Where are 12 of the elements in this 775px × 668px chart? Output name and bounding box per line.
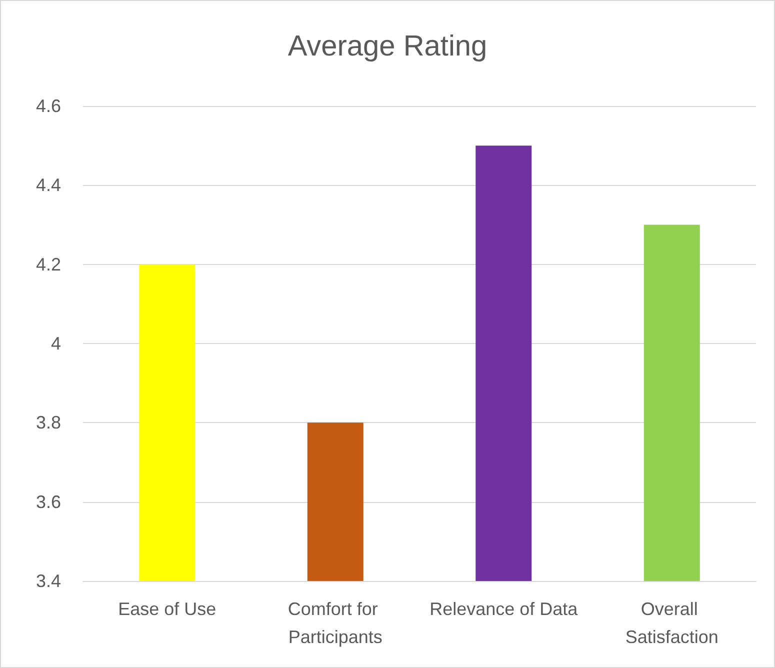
y-tick-label: 3.8: [36, 412, 61, 433]
x-tick-label: Overall Satisfaction: [625, 599, 718, 647]
x-tick-label: Comfort for Participants: [288, 599, 383, 647]
chart-title: Average Rating: [288, 30, 488, 62]
y-tick-label: 4.4: [36, 175, 61, 196]
y-tick-label: 4.2: [36, 254, 61, 274]
x-tick-label: Ease of Use: [118, 599, 216, 619]
y-tick-label: 4: [50, 334, 61, 354]
x-tick-label: Relevance of Data: [430, 599, 579, 619]
y-tick-label: 3.4: [36, 571, 61, 591]
y-tick-label: 3.6: [36, 492, 61, 512]
y-tick-label: 4.6: [36, 96, 61, 116]
